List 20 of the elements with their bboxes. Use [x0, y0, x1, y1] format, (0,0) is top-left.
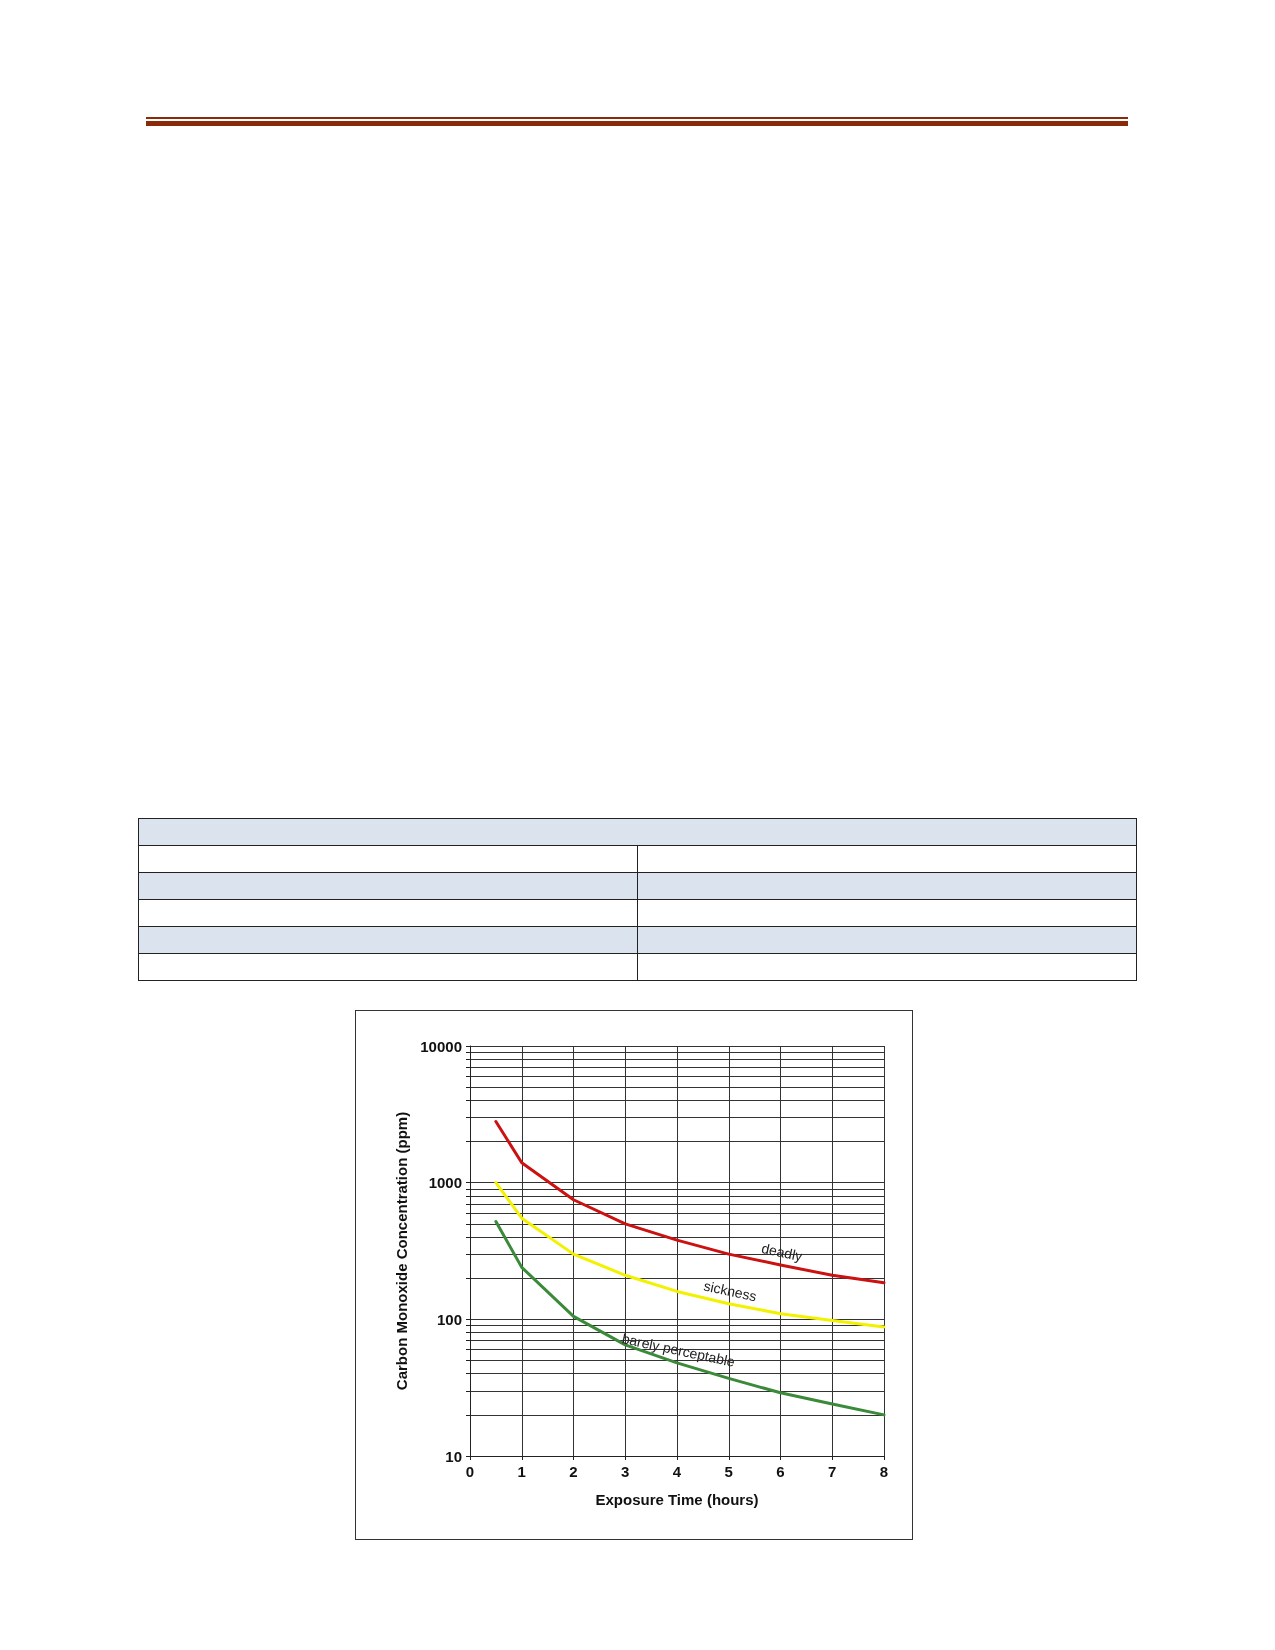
- x-tick-label: 8: [879, 1463, 889, 1480]
- text: barely perceptable: [620, 1330, 737, 1370]
- line-series: [494, 1219, 886, 1417]
- x-axis-title: Exposure Time (hours): [595, 1491, 759, 1508]
- y-axis-title: Carbon Monoxide Concentration (ppm): [393, 1111, 411, 1391]
- text: sickness: [702, 1277, 759, 1305]
- x-tick-label: 2: [569, 1463, 578, 1480]
- x-tick-label: 5: [724, 1463, 733, 1480]
- x-tick-label: 7: [828, 1463, 837, 1480]
- x-tick-label: 4: [672, 1463, 682, 1480]
- y-tick-label: 10: [445, 1447, 462, 1465]
- x-tick-label: 6: [776, 1463, 785, 1480]
- y-tick-label: 10000: [420, 1037, 462, 1055]
- line-series: [494, 1181, 886, 1329]
- x-tick-label: 1: [517, 1463, 526, 1480]
- y-tick-label: 1000: [428, 1174, 462, 1192]
- text: deadly: [760, 1239, 804, 1265]
- x-tick-label: 0: [465, 1463, 475, 1480]
- y-tick-label: 100: [436, 1310, 462, 1328]
- x-tick-label: 3: [621, 1463, 630, 1480]
